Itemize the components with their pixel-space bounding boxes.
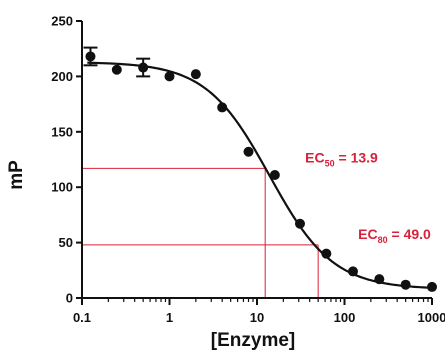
data-point [111, 64, 122, 75]
data-point [243, 146, 254, 157]
ec-annotation-80: EC80 = 49.0 [358, 226, 431, 245]
x-axis-title: [Enzyme] [211, 330, 295, 351]
data-point [347, 266, 358, 277]
y-tick-label: 50 [59, 235, 73, 250]
data-point [190, 69, 201, 80]
data-point [138, 62, 149, 73]
data-point [294, 218, 305, 229]
ec-annotation-50: EC50 = 13.9 [305, 149, 378, 168]
data-point [321, 248, 332, 259]
x-tick-label: 1 [166, 310, 173, 325]
x-tick-label: 10 [250, 310, 264, 325]
data-point [374, 274, 385, 285]
y-tick-label: 250 [51, 14, 73, 29]
data-point [217, 102, 228, 113]
data-point [427, 281, 437, 292]
x-tick-label: 0.1 [73, 310, 91, 325]
plot-area: 0 50 100 150 200 250 0.1 1 10 100 1000 EC50 = 13.9 E… [51, 14, 445, 326]
data-point [85, 51, 96, 62]
data-point [269, 170, 280, 181]
y-axis-title: mP [6, 160, 27, 190]
x-tick-label: 1000 [418, 310, 445, 325]
y-tick-label: 100 [51, 180, 73, 195]
fit-curve [87, 61, 433, 289]
x-tick-label: 100 [334, 310, 356, 325]
data-point [400, 279, 411, 290]
y-tick-label: 200 [51, 69, 73, 84]
y-tick-label: 0 [66, 291, 73, 306]
y-tick-label: 150 [51, 124, 73, 139]
data-point [164, 71, 175, 82]
